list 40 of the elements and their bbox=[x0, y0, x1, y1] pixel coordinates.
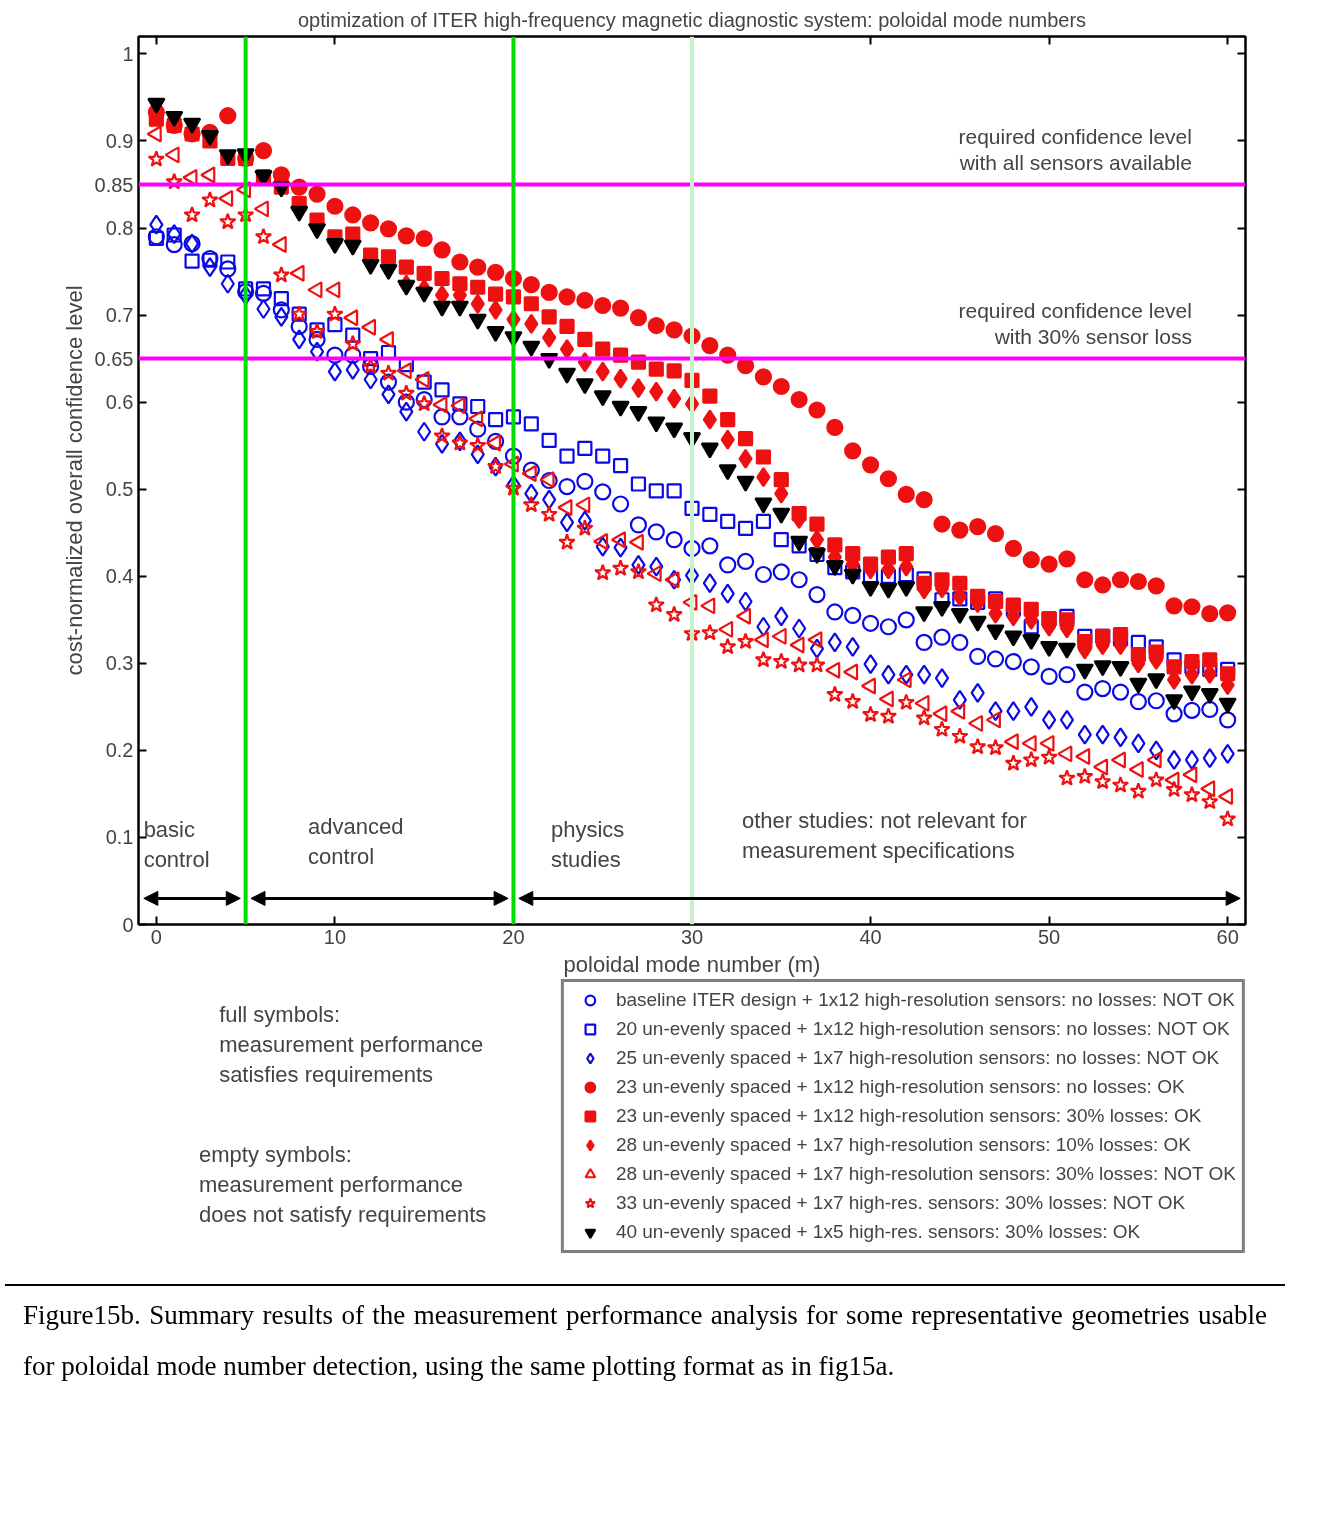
x-axis-title: poloidal mode number (m) bbox=[563, 951, 821, 977]
x-tick-label: 0 bbox=[150, 925, 162, 948]
x-tick-label: 30 bbox=[680, 925, 704, 948]
y-tick-label: 0.5 bbox=[105, 478, 134, 501]
legend-label: 28 un-evenly spaced + 1x7 high-resolution sensors: 30% losses: NOT OK bbox=[615, 1162, 1236, 1186]
legend-label: 40 un-evenly spaced + 1x5 high-res. sensors: 30% losses: OK bbox=[615, 1220, 1141, 1244]
y-tick-label: 0.1 bbox=[105, 826, 134, 849]
legend-label: 25 un-evenly spaced + 1x7 high-resolution sensors: no losses: NOT OK bbox=[615, 1046, 1220, 1070]
x-tick-label: 10 bbox=[323, 925, 347, 948]
x-tick-label: 50 bbox=[1037, 925, 1061, 948]
y-tick-label: 0.85 bbox=[94, 173, 134, 196]
ref-line-label: required confidence level with 30% sensor loss bbox=[958, 298, 1192, 349]
ref-line-label: required confidence level with all sensors available bbox=[958, 124, 1192, 175]
x-tick-label: 60 bbox=[1216, 925, 1239, 948]
annotation: advanced control bbox=[308, 814, 404, 870]
y-tick-label: 0.8 bbox=[105, 217, 134, 240]
y-tick-label: 0.9 bbox=[105, 129, 134, 152]
annotation: other studies: not relevant for measurement specifications bbox=[741, 808, 1027, 864]
legend-label: 23 un-evenly spaced + 1x12 high-resolution sensors: 30% losses: OK bbox=[615, 1104, 1202, 1128]
text: full symbols: measurement performance satisfies requirements bbox=[219, 1001, 484, 1087]
caption: Figure15b. Summary results of the measurement performance analysis for some representative geometries usable for poloidal mode number detection, using the same plotting format as in fig15a. bbox=[5, 1284, 1285, 1393]
y-tick-label: 0.4 bbox=[105, 565, 134, 588]
legend-label: 23 un-evenly spaced + 1x12 high-resolution sensors: no losses: OK bbox=[615, 1075, 1185, 1099]
y-tick-label: 0.2 bbox=[105, 739, 134, 762]
x-tick-label: 20 bbox=[502, 925, 525, 948]
y-tick-label: 0.3 bbox=[105, 652, 134, 675]
y-axis-title: cost-normalized overall confidence level bbox=[61, 285, 87, 676]
annotation: basic control bbox=[143, 816, 210, 872]
legend-label: 28 un-evenly spaced + 1x7 high-resolution sensors: 10% losses: OK bbox=[615, 1133, 1191, 1157]
y-tick-label: 0.65 bbox=[94, 347, 134, 370]
annotation: physics studies bbox=[550, 816, 625, 872]
text: empty symbols: measurement performance does not satisfy requirements bbox=[198, 1141, 487, 1227]
y-tick-label: 1 bbox=[122, 42, 134, 65]
y-tick-label: 0.7 bbox=[105, 304, 134, 327]
legend-label: baseline ITER design + 1x12 high-resolution sensors: no losses: NOT OK bbox=[615, 988, 1235, 1012]
y-tick-label: 0.6 bbox=[105, 391, 134, 414]
legend-label: 20 un-evenly spaced + 1x12 high-resolution sensors: no losses: NOT OK bbox=[615, 1017, 1230, 1041]
chart-title: optimization of ITER high-frequency magnetic diagnostic system: poloidal mode numbers bbox=[297, 8, 1087, 31]
x-tick-label: 40 bbox=[859, 925, 882, 948]
legend-label: 33 un-evenly spaced + 1x7 high-res. sensors: 30% losses: NOT OK bbox=[615, 1191, 1186, 1215]
